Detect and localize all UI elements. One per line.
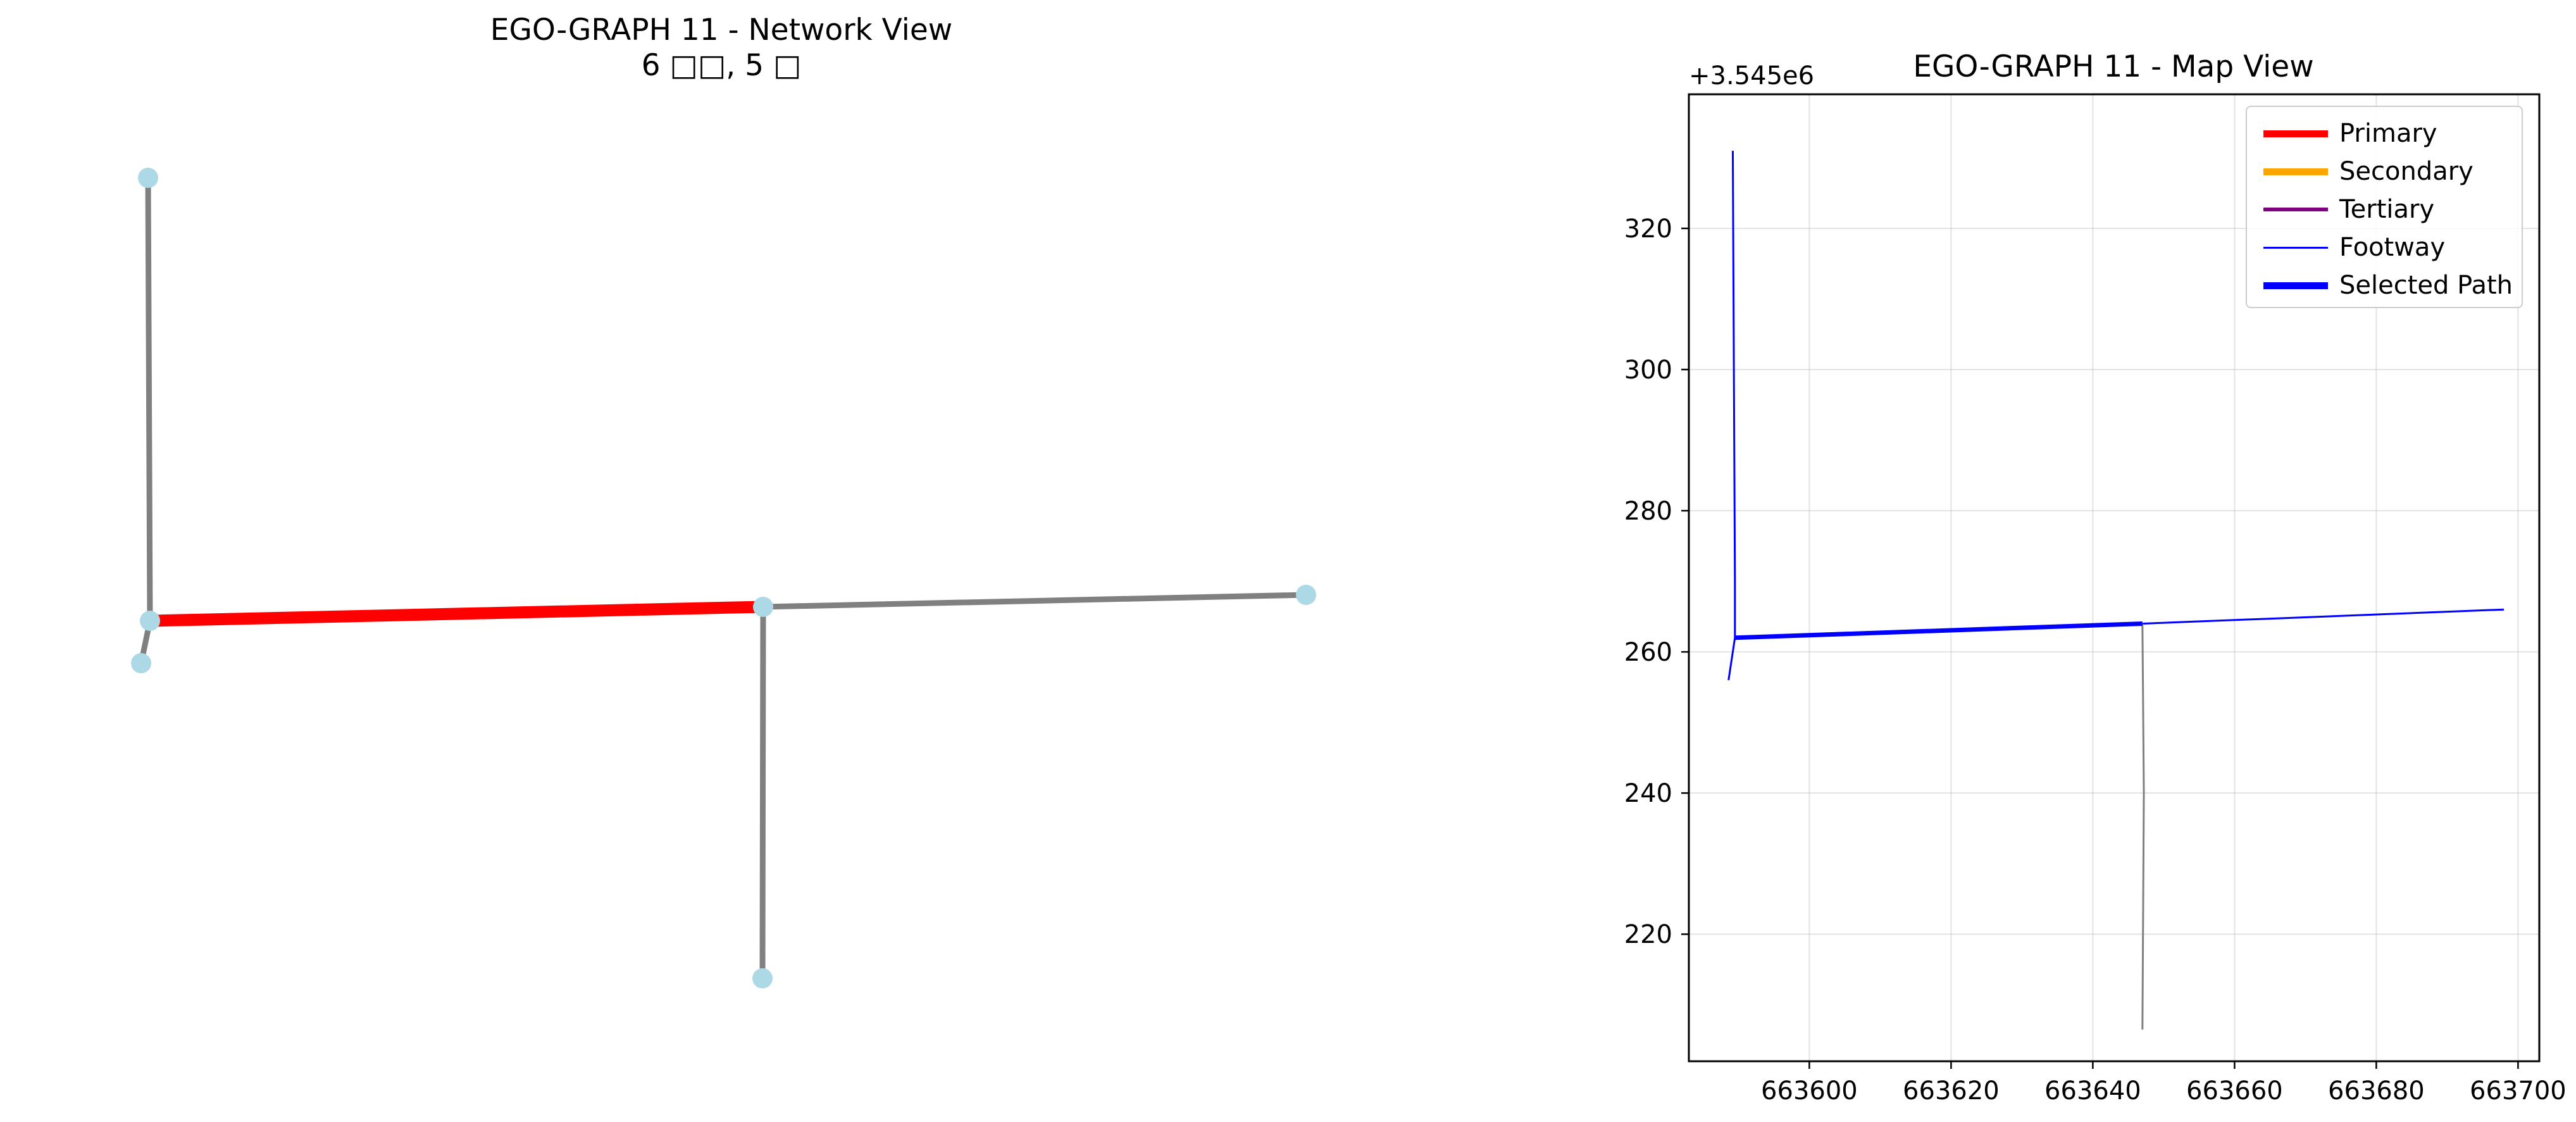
- series-line-footway: [1731, 151, 1736, 638]
- network-nodes: [131, 168, 1316, 988]
- legend-item-secondary: Secondary: [2247, 153, 2522, 190]
- x-tick-label: 663660: [2186, 1076, 2283, 1106]
- map-legend: Primary Secondary Tertiary Footway Selected …: [2246, 106, 2523, 308]
- series-line-footway: [2142, 608, 2504, 625]
- series-line-footway: [1727, 637, 1736, 680]
- network-graph: [131, 168, 1316, 988]
- network-node: [131, 653, 151, 673]
- legend-item-selected-path: Selected Path: [2247, 266, 2522, 304]
- x-tick-label: 663700: [2470, 1076, 2567, 1106]
- grid: [1689, 94, 2539, 1061]
- y-tick-label: 300: [1624, 356, 1672, 385]
- legend-item-tertiary: Tertiary: [2247, 190, 2522, 228]
- legend-item-footway: Footway: [2247, 228, 2522, 266]
- x-tick-label: 663600: [1761, 1076, 1858, 1106]
- legend-item-primary: Primary: [2247, 115, 2522, 153]
- x-tick-label: 663620: [1903, 1076, 2000, 1106]
- network-node: [752, 968, 773, 988]
- legend-swatch: [2263, 282, 2328, 289]
- y-tick-label: 280: [1624, 497, 1672, 526]
- legend-swatch: [2263, 168, 2328, 175]
- legend-swatch: [2263, 130, 2328, 137]
- y-tick-label: 220: [1624, 920, 1672, 949]
- y-tick-label: 260: [1624, 638, 1672, 667]
- y-tick-label: 320: [1624, 215, 1672, 244]
- network-node: [1296, 585, 1316, 605]
- plot-frame: [1688, 93, 2541, 1063]
- axis-ticks: 663600 663620 663640 663660 663680 663700 220 2…: [1624, 215, 2567, 1106]
- x-tick-label: 663640: [2044, 1076, 2141, 1106]
- network-view-title-line1: EGO-GRAPH 11 - Network View: [490, 13, 953, 47]
- network-node: [138, 168, 158, 188]
- map-view-title: EGO-GRAPH 11 - Map View: [1913, 49, 2314, 84]
- network-node: [753, 597, 773, 617]
- network-view-title-line2: 6 □□, 5 □: [641, 48, 802, 83]
- network-node: [140, 611, 160, 631]
- series-line-selected-path: [1734, 621, 2143, 640]
- legend-label: Secondary: [2339, 157, 2473, 186]
- y-tick-label: 240: [1624, 779, 1672, 808]
- series-line-unlabeled: [2141, 623, 2145, 1030]
- legend-swatch: [2263, 246, 2328, 249]
- network-edge: [760, 592, 1309, 610]
- legend-swatch: [2263, 208, 2328, 211]
- x-tick-label: 663680: [2328, 1076, 2425, 1106]
- chart-series: [1727, 151, 2504, 1030]
- legend-label: Tertiary: [2339, 195, 2435, 224]
- y-offset-label: +3.545e6: [1689, 61, 1814, 90]
- network-edge: [145, 175, 153, 624]
- legend-label: Primary: [2339, 119, 2437, 148]
- network-edge: [759, 604, 766, 982]
- legend-label: Footway: [2339, 233, 2446, 262]
- network-edges: [138, 175, 1309, 982]
- network-view-title: EGO-GRAPH 11 - Network View 6 □□, 5 □: [316, 13, 1126, 84]
- network-edge-highlighted: [144, 601, 769, 627]
- legend-label: Selected Path: [2339, 271, 2513, 300]
